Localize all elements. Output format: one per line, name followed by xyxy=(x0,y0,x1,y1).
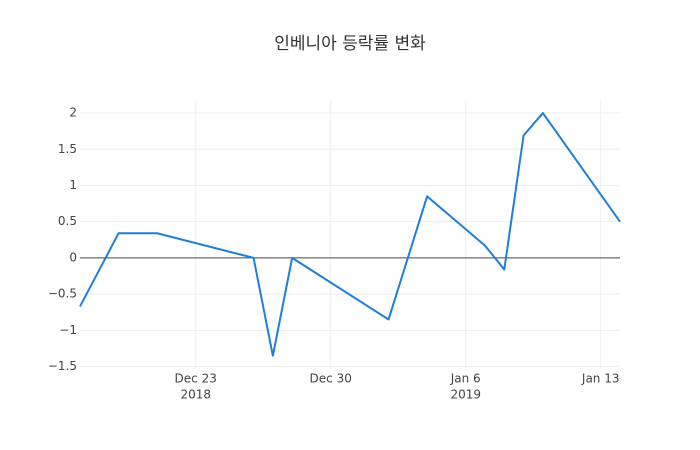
line-series xyxy=(79,112,621,357)
y-tick-label: 0.5 xyxy=(58,214,77,228)
y-tick-label: 0 xyxy=(69,250,77,264)
y-tick-label: −1.5 xyxy=(48,359,77,373)
y-tick-label: −0.5 xyxy=(48,287,77,301)
x-tick-label: Dec 30 xyxy=(310,372,352,386)
chart-title: 인베니아 등락률 변화 xyxy=(274,34,426,54)
x-tick-label: 2019 xyxy=(450,388,481,402)
y-tick-label: 2 xyxy=(69,106,77,120)
y-tick-label: 1.5 xyxy=(58,142,77,156)
x-tick-label: Dec 23 xyxy=(175,372,217,386)
x-tick-label: Jan 6 xyxy=(450,372,481,386)
y-tick-label: −1 xyxy=(59,323,77,337)
x-tick-label: 2018 xyxy=(180,388,211,402)
y-tick-label: 1 xyxy=(69,178,77,192)
x-tick-label: Jan 13 xyxy=(581,372,620,386)
